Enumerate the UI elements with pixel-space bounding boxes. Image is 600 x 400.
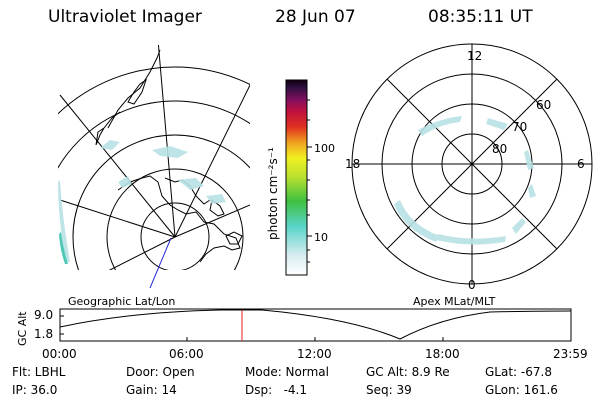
info-gain: Gain: 14	[126, 383, 177, 397]
mlat-label-80: 80	[492, 142, 508, 156]
time-label: 08:35:11 UT	[428, 7, 533, 27]
info-gc-alt: GC Alt: 8.9 Re	[366, 365, 450, 379]
info-door: Door: Open	[126, 365, 195, 379]
mlt-label-0: 0	[468, 278, 476, 292]
lat-circle	[58, 100, 250, 169]
orbit-xtick-1800: 18:00	[425, 347, 460, 361]
colorbar-tick-100: 100	[314, 142, 335, 155]
info-seq: Seq: 39	[366, 383, 412, 397]
orbit-ytick-top: 9.0	[34, 308, 54, 322]
apex-caption: Apex MLat/MLT	[413, 295, 496, 308]
info-dsp: Dsp: -4.1	[245, 383, 308, 397]
info-glon: GLon: 161.6	[485, 383, 558, 397]
info-ip: IP: 36.0	[12, 383, 58, 397]
mlat-label-70: 70	[512, 120, 528, 134]
orbit-xtick-0000: 00:00	[42, 347, 77, 361]
geographic-caption: Geographic Lat/Lon	[68, 295, 176, 308]
aurora-emission-left	[58, 140, 226, 262]
info-glat: GLat: -67.8	[485, 365, 552, 379]
mlt-label-6: 6	[577, 157, 585, 171]
orbit-xtick-2359: 23:59	[553, 347, 588, 361]
orbit-xtick-1200: 12:00	[297, 347, 332, 361]
info-mode: Mode: Normal	[245, 365, 329, 379]
orbit-ylabel: GC Alt	[16, 311, 29, 346]
orbit-xtick-0600: 06:00	[169, 347, 204, 361]
lat-circle	[106, 168, 244, 270]
lat-circle	[140, 202, 210, 270]
lat-circle	[58, 66, 250, 115]
colorbar-tick-10: 10	[314, 231, 328, 244]
mlat-label-60: 60	[536, 98, 552, 112]
satellite-track-line	[149, 237, 172, 289]
app-title: Ultraviolet Imager	[48, 7, 202, 27]
orbit-ytick-bottom: 1.8	[34, 327, 54, 341]
aurora-edge-left	[59, 232, 68, 264]
info-filter: Flt: LBHL	[12, 365, 66, 379]
date-label: 28 Jun 07	[275, 7, 356, 27]
altitude-curve	[59, 309, 572, 340]
mlt-label-18: 18	[345, 157, 361, 171]
lat-circle	[72, 134, 250, 270]
aurora-emission-right	[394, 116, 536, 245]
mlt-label-12: 12	[467, 49, 483, 63]
